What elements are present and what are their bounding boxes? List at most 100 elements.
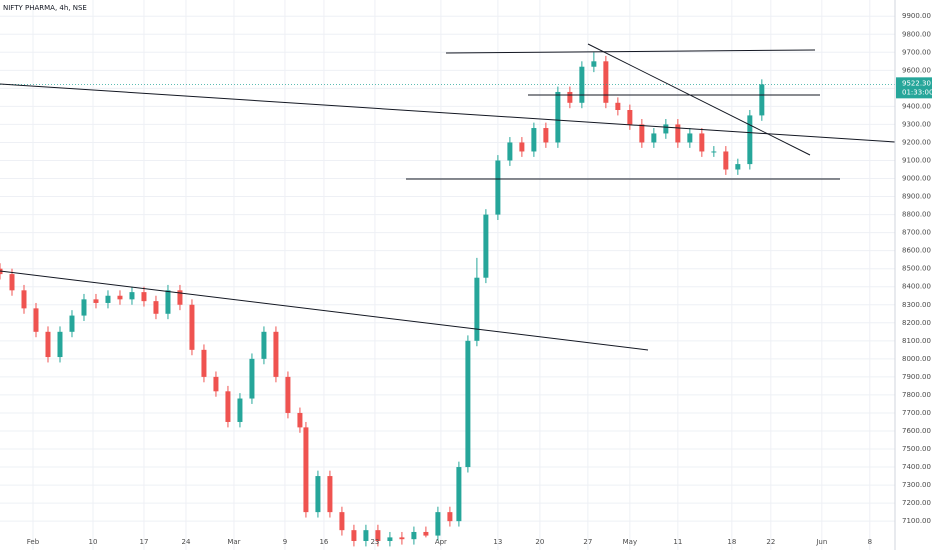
candle-body	[81, 299, 87, 316]
x-tick-label: 20	[535, 538, 544, 546]
candle-body	[567, 91, 573, 103]
x-tick-label: 27	[583, 538, 592, 546]
candle-body	[387, 537, 393, 541]
candle-body	[261, 331, 267, 359]
x-tick-label: 13	[493, 538, 502, 546]
candle-body	[651, 133, 657, 143]
candle-body	[237, 398, 243, 422]
y-tick-label: 9300.00	[902, 120, 931, 128]
candle-body	[69, 315, 75, 332]
candle-body	[591, 61, 597, 67]
candle-body	[363, 530, 369, 541]
y-tick-label: 7600.00	[902, 427, 931, 435]
candle-body	[507, 142, 513, 161]
candle-body	[615, 102, 621, 110]
countdown-label: 01:33:00	[902, 88, 932, 96]
x-tick-label: Feb	[27, 538, 40, 546]
y-tick-label: 8800.00	[902, 211, 931, 219]
x-tick-label: 24	[181, 538, 190, 546]
candle-body	[93, 299, 99, 303]
last-price-box	[896, 77, 932, 99]
candle-body	[153, 301, 159, 314]
candle-body	[555, 91, 561, 143]
x-tick-label: 23	[370, 538, 379, 546]
candle-body	[273, 331, 279, 377]
last-price-label: 9522.30	[902, 79, 931, 87]
candle-body	[213, 376, 219, 392]
candle-body	[105, 295, 111, 303]
y-tick-label: 9000.00	[902, 175, 931, 183]
candle-body	[201, 349, 207, 377]
y-tick-label: 7400.00	[902, 463, 931, 471]
candle-body	[723, 151, 729, 170]
trend-line	[587, 43, 811, 156]
x-tick-label: 9	[283, 538, 287, 546]
candle-body	[315, 476, 321, 513]
trend-line	[0, 270, 649, 351]
axes: 7100.00 7200.00 7300.00 7400.00 7500.00 7600.…	[27, 12, 932, 546]
trend-line	[445, 49, 816, 54]
candle-body	[627, 110, 633, 125]
y-tick-label: 7100.00	[902, 517, 931, 525]
y-tick-label: 9900.00	[902, 12, 931, 20]
candle-body	[339, 512, 345, 531]
candle-body	[225, 391, 231, 422]
trend-lines	[0, 43, 896, 351]
candle-body	[519, 142, 525, 152]
x-tick-label: 17	[140, 538, 149, 546]
candle-body	[117, 295, 123, 300]
candle-body	[456, 467, 462, 522]
y-tick-label: 9100.00	[902, 156, 931, 164]
candle-body	[747, 115, 753, 165]
candle-body	[9, 274, 15, 291]
y-tick-label: 7300.00	[902, 481, 931, 489]
candle-body	[285, 376, 291, 413]
candle-body	[687, 133, 693, 143]
y-tick-label: 8300.00	[902, 301, 931, 309]
candle-body	[759, 84, 765, 116]
candle-body	[129, 292, 135, 300]
y-tick-label: 8500.00	[902, 265, 931, 273]
y-tick-label: 8900.00	[902, 193, 931, 201]
candle-body	[411, 531, 417, 540]
candle-body	[21, 290, 27, 309]
x-tick-label: 22	[766, 538, 775, 546]
y-tick-label: 9800.00	[902, 30, 931, 38]
candle-body	[165, 290, 171, 314]
trend-line	[0, 83, 896, 143]
x-tick-label: Apr	[435, 538, 447, 546]
candle-body	[57, 331, 63, 358]
candle-body	[603, 61, 609, 103]
candle-body	[351, 530, 357, 541]
candle-body	[711, 151, 717, 153]
y-tick-label: 9200.00	[902, 138, 931, 146]
candle-body	[177, 290, 183, 305]
candle-body	[249, 358, 255, 399]
candle-body	[495, 160, 501, 215]
candle-body	[531, 128, 537, 152]
y-tick-label: 7500.00	[902, 445, 931, 453]
candle-body	[675, 124, 681, 143]
candle-body	[399, 537, 405, 540]
candle-body	[375, 530, 381, 541]
candle-body	[33, 308, 39, 332]
candle-body	[435, 512, 441, 536]
x-tick-label: May	[623, 538, 637, 546]
candle-body	[639, 124, 645, 143]
y-tick-label: 8400.00	[902, 283, 931, 291]
x-tick-label: 10	[89, 538, 98, 546]
candle-body	[423, 531, 429, 536]
candle-body	[327, 476, 333, 513]
y-tick-label: 9700.00	[902, 48, 931, 56]
candle-body	[543, 128, 549, 143]
y-tick-label: 7800.00	[902, 391, 931, 399]
candle-body	[699, 133, 705, 152]
candle-body	[579, 66, 585, 103]
y-tick-label: 8600.00	[902, 247, 931, 255]
candle-body	[45, 331, 51, 358]
y-tick-label: 7900.00	[902, 373, 931, 381]
x-tick-label: 18	[727, 538, 736, 546]
x-tick-label: Mar	[227, 538, 240, 546]
candle-body	[663, 124, 669, 134]
